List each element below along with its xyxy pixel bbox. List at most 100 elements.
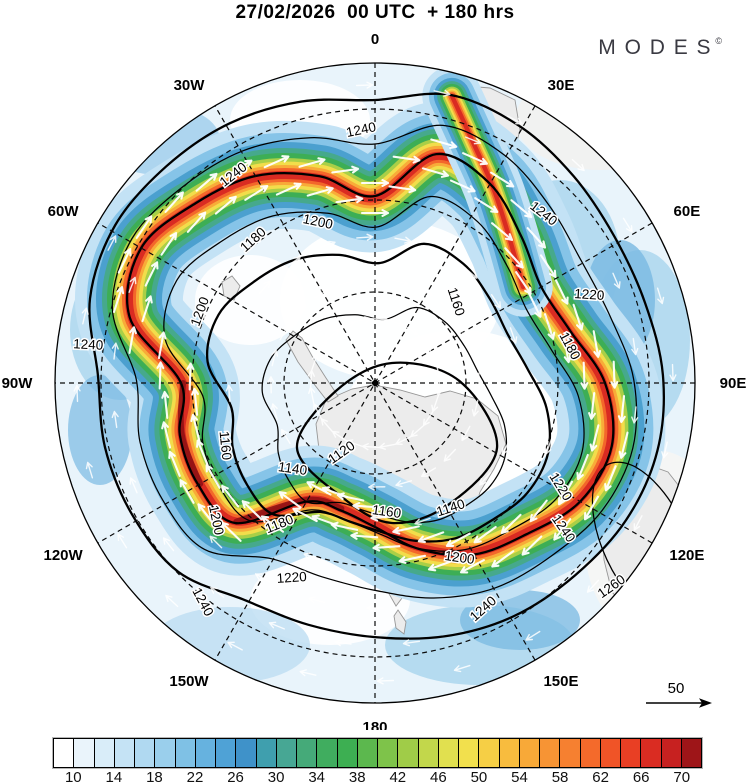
wind-arrow [529,499,548,523]
wind-arrow [414,517,431,526]
wind-shade-patch [68,375,132,485]
wind-arrow [355,81,374,89]
wind-arrow [583,495,600,521]
colorbar-cell [560,739,581,767]
longitude-label-60W: 60W [48,203,80,220]
wind-arrow [361,443,380,451]
colorbar-cell [195,739,216,767]
wind-arrow [490,294,502,309]
longitude-label-60E: 60E [674,203,701,220]
wind-arrow [360,209,390,217]
contour-label: 1200 [206,504,227,537]
wind-arrow [311,353,319,371]
wind-arrow [128,276,137,293]
wind-arrow [161,390,170,419]
colorbar-tick: 26 [227,769,244,782]
colorbar-cell [337,739,358,767]
jet-branch-layer [449,93,526,290]
pole-marker [371,379,379,387]
colorbar-tick: 66 [632,769,650,782]
wind-arrow [421,467,437,477]
wind-arrow [557,480,574,506]
wind-arrow [633,515,643,531]
wind-arrow [73,384,81,403]
colorbar-cell [398,739,419,767]
reference-vector-label: 50 [668,680,685,697]
wind-arrow [331,165,360,174]
wind-arrow [313,403,322,419]
wind-arrow [241,500,263,521]
wind-arrow [504,247,524,269]
wind-arrow [179,479,195,504]
wind-arrow [164,191,184,213]
wind-arrow [449,179,476,193]
wind-arrow [588,391,596,420]
longitude-label-90E: 90E [720,375,747,392]
wind-arrow [111,342,119,360]
wind-arrow [254,573,271,583]
wind-arrow [465,136,482,145]
colorbar-cell [54,739,75,767]
wind-arrow [543,313,556,340]
wind-arrow [364,275,382,283]
colorbar-cell [580,739,601,767]
wind-arrow [459,321,469,337]
colorbar-cell [317,739,338,767]
wind-arrow [474,197,499,213]
longitude-label-120W: 120W [44,547,84,564]
wind-arrow [434,362,442,380]
longitude-label-150W: 150W [169,673,209,690]
colorbar-cell [276,739,297,767]
colorbar-tick: 46 [430,769,447,782]
wind-arrow [268,621,285,630]
colorbar-tick: 30 [267,769,285,782]
wind-arrow [421,167,450,178]
wind-arrow [471,399,479,417]
colorbar-cell [479,739,500,767]
wind-arrow [449,498,464,510]
colorbar-tick: 58 [551,769,569,782]
wind-arrow [218,269,229,285]
wind-arrow [339,321,355,330]
wind-arrow [275,182,302,196]
wind-arrow [244,185,269,201]
colorbar-cell [459,739,480,767]
wind-arrow [292,507,318,523]
wind-arrow [631,337,639,356]
wind-arrow [319,240,336,249]
wind-arrow [435,378,443,397]
longitude-label-180: 180 [362,719,387,730]
wind-arrow [472,345,480,363]
wind-arrow [306,186,334,197]
contour-1220 [111,124,638,599]
longitude-label-30E: 30E [548,77,575,94]
wind-arrow [271,349,279,367]
wind-arrow [278,491,302,509]
wind-arrow [387,319,405,327]
polar-map: 0 30E 60E 90E 120E 150E 180 150W 120W 90W 60W 30W 1… [2,31,747,730]
longitude-label-120E: 120E [669,547,704,564]
wind-arrow [431,395,439,413]
wind-arrow [316,339,328,355]
wind-arrow [228,159,253,176]
wind-arrow [205,464,221,489]
wind-arrow [191,387,199,416]
colorbar-tick: 62 [592,769,609,782]
wind-arrow [196,439,209,466]
wind-arrow [554,279,569,305]
wind-arrow [612,272,621,289]
wind-arrow [220,521,242,542]
wind-arrow [160,232,178,256]
wind-arrow [334,639,352,647]
wind-arrow [306,481,332,496]
wind-arrow [107,235,117,251]
wind-arrow [210,586,225,598]
wind-arrow [479,472,492,486]
page-title: 27/02/2026 00 UTC + 180 hrs [235,2,515,23]
contour-1260 [591,461,695,623]
colorbar-cell [641,739,662,767]
wind-arrow [303,552,320,561]
wind-arrow [461,425,471,442]
wind-arrow [186,362,195,391]
wind-arrow [128,326,137,354]
